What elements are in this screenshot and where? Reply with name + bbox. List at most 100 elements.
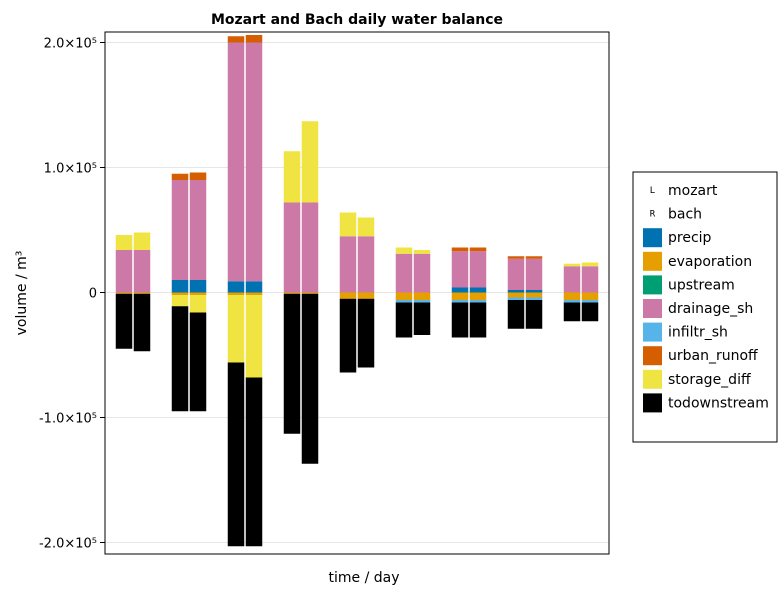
bar-segment-todownstream-bach-day9 [581,302,599,322]
bar-segment-storage_diff-mozart-day9 [563,263,581,267]
bar-segment-urban_runoff-mozart-day7 [451,247,469,252]
bar-segment-drainage_sh-bach-day9 [581,266,599,293]
bar-segment-urban_runoff-mozart-day2 [171,173,189,180]
bar-segment-storage_diff-mozart-day1 [115,235,133,250]
bar-segment-todownstream-mozart-day7 [451,302,469,338]
bar-segment-evaporation-bach-day7 [469,292,487,300]
bar-segment-drainage_sh-bach-day1 [133,250,151,293]
bar-segment-evaporation-bach-day4 [301,292,319,294]
y-tick-label: -1.0×10⁵ [39,412,97,427]
bar-segment-infiltr_sh-mozart-day9 [563,300,581,303]
bar-segment-evaporation-mozart-day9 [563,292,581,300]
bar-segment-drainage_sh-mozart-day6 [395,253,413,293]
bar-segment-todownstream-mozart-day2 [171,306,189,412]
bar-segment-storage_diff-bach-day5 [357,217,375,237]
bar-segment-drainage_sh-mozart-day2 [171,180,189,280]
bar-segment-todownstream-mozart-day1 [115,293,133,349]
legend-swatch-urban_runoff [643,346,662,366]
bar-segment-todownstream-bach-day4 [301,293,319,464]
bar-segment-todownstream-mozart-day4 [283,293,301,434]
legend-label-mozart: mozart [668,183,718,199]
bar-segment-storage_diff-bach-day2 [189,295,207,313]
bar-segment-precip-bach-day7 [469,287,487,293]
bar-segment-urban_runoff-bach-day2 [189,172,207,180]
y-tick-label: 0 [89,287,97,302]
bar-segment-storage_diff-bach-day3 [245,295,263,378]
bar-segment-infiltr_sh-bach-day8 [525,297,543,300]
bar-segment-evaporation-bach-day6 [413,292,431,300]
bar-segment-drainage_sh-bach-day3 [245,42,263,282]
legend-swatch-precip [643,228,662,248]
bar-segment-urban_runoff-bach-day8 [525,256,543,259]
bar-segment-todownstream-bach-day6 [413,302,431,335]
bar-segment-drainage_sh-mozart-day3 [227,42,245,282]
legend-label-todownstream: todownstream [668,395,769,411]
y-tick-label: 1.0×10⁵ [44,162,97,177]
bar-segment-todownstream-mozart-day6 [395,302,413,338]
legend-label-drainage_sh: drainage_sh [668,301,753,317]
bar-segment-evaporation-mozart-day6 [395,292,413,300]
bar-segment-infiltr_sh-bach-day7 [469,300,487,303]
bar-segment-drainage_sh-mozart-day7 [451,251,469,288]
bar-segment-evaporation-bach-day9 [581,292,599,300]
bar-segment-precip-bach-day8 [525,290,543,293]
bar-segment-todownstream-mozart-day8 [507,300,525,329]
bar-segment-evaporation-mozart-day7 [451,292,469,300]
bar-segment-todownstream-bach-day3 [245,377,263,547]
bar-segment-evaporation-mozart-day4 [283,292,301,294]
bar-segment-drainage_sh-bach-day8 [525,258,543,290]
bar-segment-evaporation-bach-day1 [133,292,151,294]
bar-segment-drainage_sh-mozart-day4 [283,202,301,293]
bar-segment-infiltr_sh-mozart-day6 [395,300,413,303]
bar-segment-urban_runoff-bach-day7 [469,247,487,252]
bar-segment-drainage_sh-mozart-day1 [115,250,133,293]
bar-segment-todownstream-mozart-day5 [339,298,357,373]
bar-segment-infiltr_sh-bach-day6 [413,300,431,303]
bar-segment-evaporation-bach-day8 [525,292,543,298]
legend-label-precip: precip [668,230,712,246]
bar-segment-drainage_sh-bach-day5 [357,236,375,293]
bar-segment-drainage_sh-bach-day7 [469,251,487,288]
legend-swatch-evaporation [643,251,662,271]
bar-segment-precip-bach-day2 [189,280,207,293]
bar-segment-storage_diff-mozart-day6 [395,247,413,254]
bar-segment-todownstream-bach-day1 [133,293,151,352]
bar-segment-precip-mozart-day7 [451,287,469,293]
legend-marker-bach: R [650,210,656,220]
legend-label-infiltr_sh: infiltr_sh [668,325,728,341]
bar-segment-evaporation-mozart-day1 [115,292,133,294]
y-tick-label: -2.0×10⁵ [39,537,97,552]
bar-segment-drainage_sh-bach-day2 [189,180,207,280]
bar-segment-urban_runoff-mozart-day8 [507,256,525,259]
bar-segment-evaporation-bach-day5 [357,292,375,299]
bar-segment-evaporation-mozart-day5 [339,292,357,299]
legend-marker-mozart: L [650,186,655,196]
bar-segment-storage_diff-mozart-day5 [339,212,357,237]
y-tick-label: 2.0×10⁵ [44,37,97,52]
bar-segment-storage_diff-mozart-day3 [227,295,245,363]
bar-segment-evaporation-bach-day3 [245,292,263,295]
legend-swatch-upstream [643,275,662,295]
bar-segment-todownstream-mozart-day9 [563,302,581,322]
legend-swatch-infiltr_sh [643,322,662,342]
legend-label-evaporation: evaporation [668,254,752,270]
bar-segment-todownstream-bach-day2 [189,312,207,412]
x-axis-label: time / day [329,570,400,586]
bar-segment-evaporation-mozart-day8 [507,292,525,298]
bar-segment-evaporation-mozart-day3 [227,292,245,295]
bar-segment-todownstream-bach-day5 [357,298,375,368]
legend-label-upstream: upstream [668,277,735,293]
bar-segment-todownstream-mozart-day3 [227,362,245,547]
bar-segment-storage_diff-bach-day9 [581,262,599,267]
bar-segment-evaporation-mozart-day2 [171,292,189,295]
bar-segment-drainage_sh-mozart-day9 [563,266,581,293]
bar-segment-urban_runoff-mozart-day3 [227,36,245,43]
legend-label-bach: bach [668,207,702,223]
legend-swatch-todownstream [643,393,662,413]
bar-segment-precip-mozart-day2 [171,280,189,293]
gridlines [105,42,609,543]
bar-segment-storage_diff-bach-day1 [133,232,151,250]
bar-segment-drainage_sh-mozart-day8 [507,258,525,290]
